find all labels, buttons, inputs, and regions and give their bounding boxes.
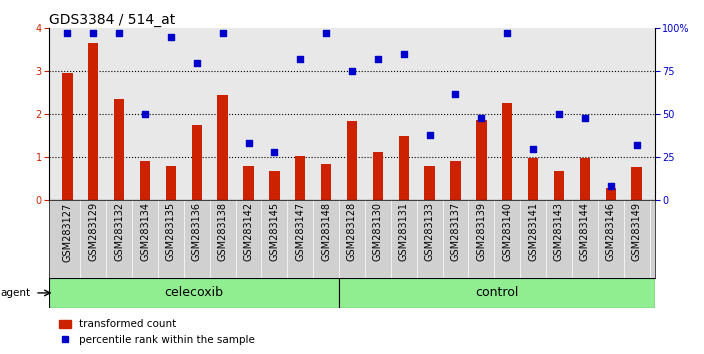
Point <box>398 51 410 57</box>
Text: GSM283140: GSM283140 <box>502 202 513 261</box>
Point <box>87 31 99 36</box>
Point <box>165 34 177 40</box>
Point <box>269 149 280 155</box>
Point <box>553 111 565 117</box>
Text: celecoxib: celecoxib <box>165 286 224 299</box>
Text: GSM283146: GSM283146 <box>605 202 616 261</box>
Text: GSM283145: GSM283145 <box>270 202 279 262</box>
Point <box>502 31 513 36</box>
Text: GSM283148: GSM283148 <box>321 202 331 261</box>
Bar <box>165 166 176 200</box>
Text: GDS3384 / 514_at: GDS3384 / 514_at <box>49 13 175 27</box>
Text: control: control <box>475 286 519 299</box>
Text: GSM283141: GSM283141 <box>528 202 538 261</box>
Bar <box>88 43 99 200</box>
Point <box>113 31 125 36</box>
Bar <box>62 73 73 200</box>
Point <box>320 31 332 36</box>
Text: GSM283142: GSM283142 <box>244 202 253 262</box>
Point <box>631 142 642 148</box>
Bar <box>476 120 486 200</box>
Text: GSM283136: GSM283136 <box>191 202 202 261</box>
Text: GSM283132: GSM283132 <box>114 202 124 262</box>
Point <box>191 60 202 65</box>
Bar <box>140 160 150 200</box>
Text: GSM283147: GSM283147 <box>295 202 306 262</box>
Bar <box>579 158 590 200</box>
Text: GSM283127: GSM283127 <box>63 202 73 262</box>
Text: GSM283149: GSM283149 <box>631 202 641 261</box>
Point <box>62 31 73 36</box>
Point <box>294 56 306 62</box>
Text: GSM283134: GSM283134 <box>140 202 150 261</box>
Bar <box>372 152 383 200</box>
Bar <box>244 166 253 200</box>
Bar <box>502 103 513 200</box>
Point <box>450 91 461 96</box>
Bar <box>398 137 409 200</box>
Bar <box>347 121 357 200</box>
Bar <box>554 171 564 200</box>
Legend: transformed count, percentile rank within the sample: transformed count, percentile rank withi… <box>54 315 260 349</box>
Point <box>424 132 435 138</box>
Point <box>243 141 254 146</box>
Text: GSM283139: GSM283139 <box>477 202 486 261</box>
Bar <box>425 166 435 200</box>
Text: GSM283128: GSM283128 <box>347 202 357 262</box>
Text: GSM283138: GSM283138 <box>218 202 227 261</box>
Point <box>217 31 228 36</box>
Bar <box>321 164 332 200</box>
Text: agent: agent <box>1 288 31 298</box>
Bar <box>631 166 642 200</box>
Text: GSM283129: GSM283129 <box>88 202 99 262</box>
Point <box>476 115 487 120</box>
Text: GSM283131: GSM283131 <box>398 202 409 261</box>
Text: GSM283143: GSM283143 <box>554 202 564 261</box>
Bar <box>218 95 228 200</box>
Bar <box>451 160 460 200</box>
Text: GSM283130: GSM283130 <box>373 202 383 261</box>
Text: GSM283133: GSM283133 <box>425 202 434 261</box>
Bar <box>49 278 339 308</box>
Point <box>579 115 591 120</box>
Bar <box>269 171 279 200</box>
Bar <box>114 99 125 200</box>
Text: GSM283144: GSM283144 <box>580 202 590 261</box>
Text: GSM283135: GSM283135 <box>166 202 176 262</box>
Text: GSM283137: GSM283137 <box>451 202 460 262</box>
Bar <box>339 278 655 308</box>
Point <box>372 56 384 62</box>
Point <box>346 68 358 74</box>
Bar <box>295 156 306 200</box>
Point <box>527 146 539 152</box>
Point <box>139 111 151 117</box>
Point <box>605 183 617 189</box>
Bar <box>528 158 539 200</box>
Bar <box>191 125 202 200</box>
Bar <box>605 188 616 200</box>
